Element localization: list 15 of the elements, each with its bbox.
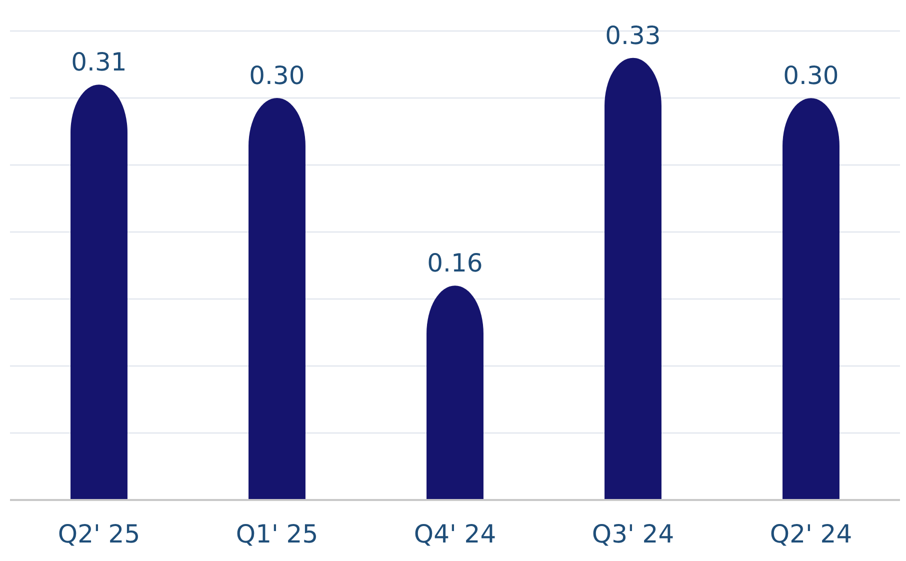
x-tick-label: Q2' 24 — [770, 520, 852, 548]
data-label: 0.30 — [249, 61, 305, 90]
bar — [426, 286, 484, 500]
bar — [248, 98, 306, 500]
bar — [604, 58, 662, 500]
data-label: 0.30 — [783, 61, 839, 90]
data-label: 0.33 — [605, 20, 661, 50]
data-label: 0.16 — [427, 248, 483, 278]
data-label: 0.31 — [71, 48, 127, 77]
x-tick-label: Q3' 24 — [592, 520, 674, 548]
bar — [70, 84, 128, 500]
x-tick-label: Q4' 24 — [414, 520, 496, 548]
x-tick-label: Q1' 25 — [236, 520, 318, 548]
bar — [782, 98, 840, 500]
x-tick-label: Q2' 25 — [58, 520, 140, 548]
